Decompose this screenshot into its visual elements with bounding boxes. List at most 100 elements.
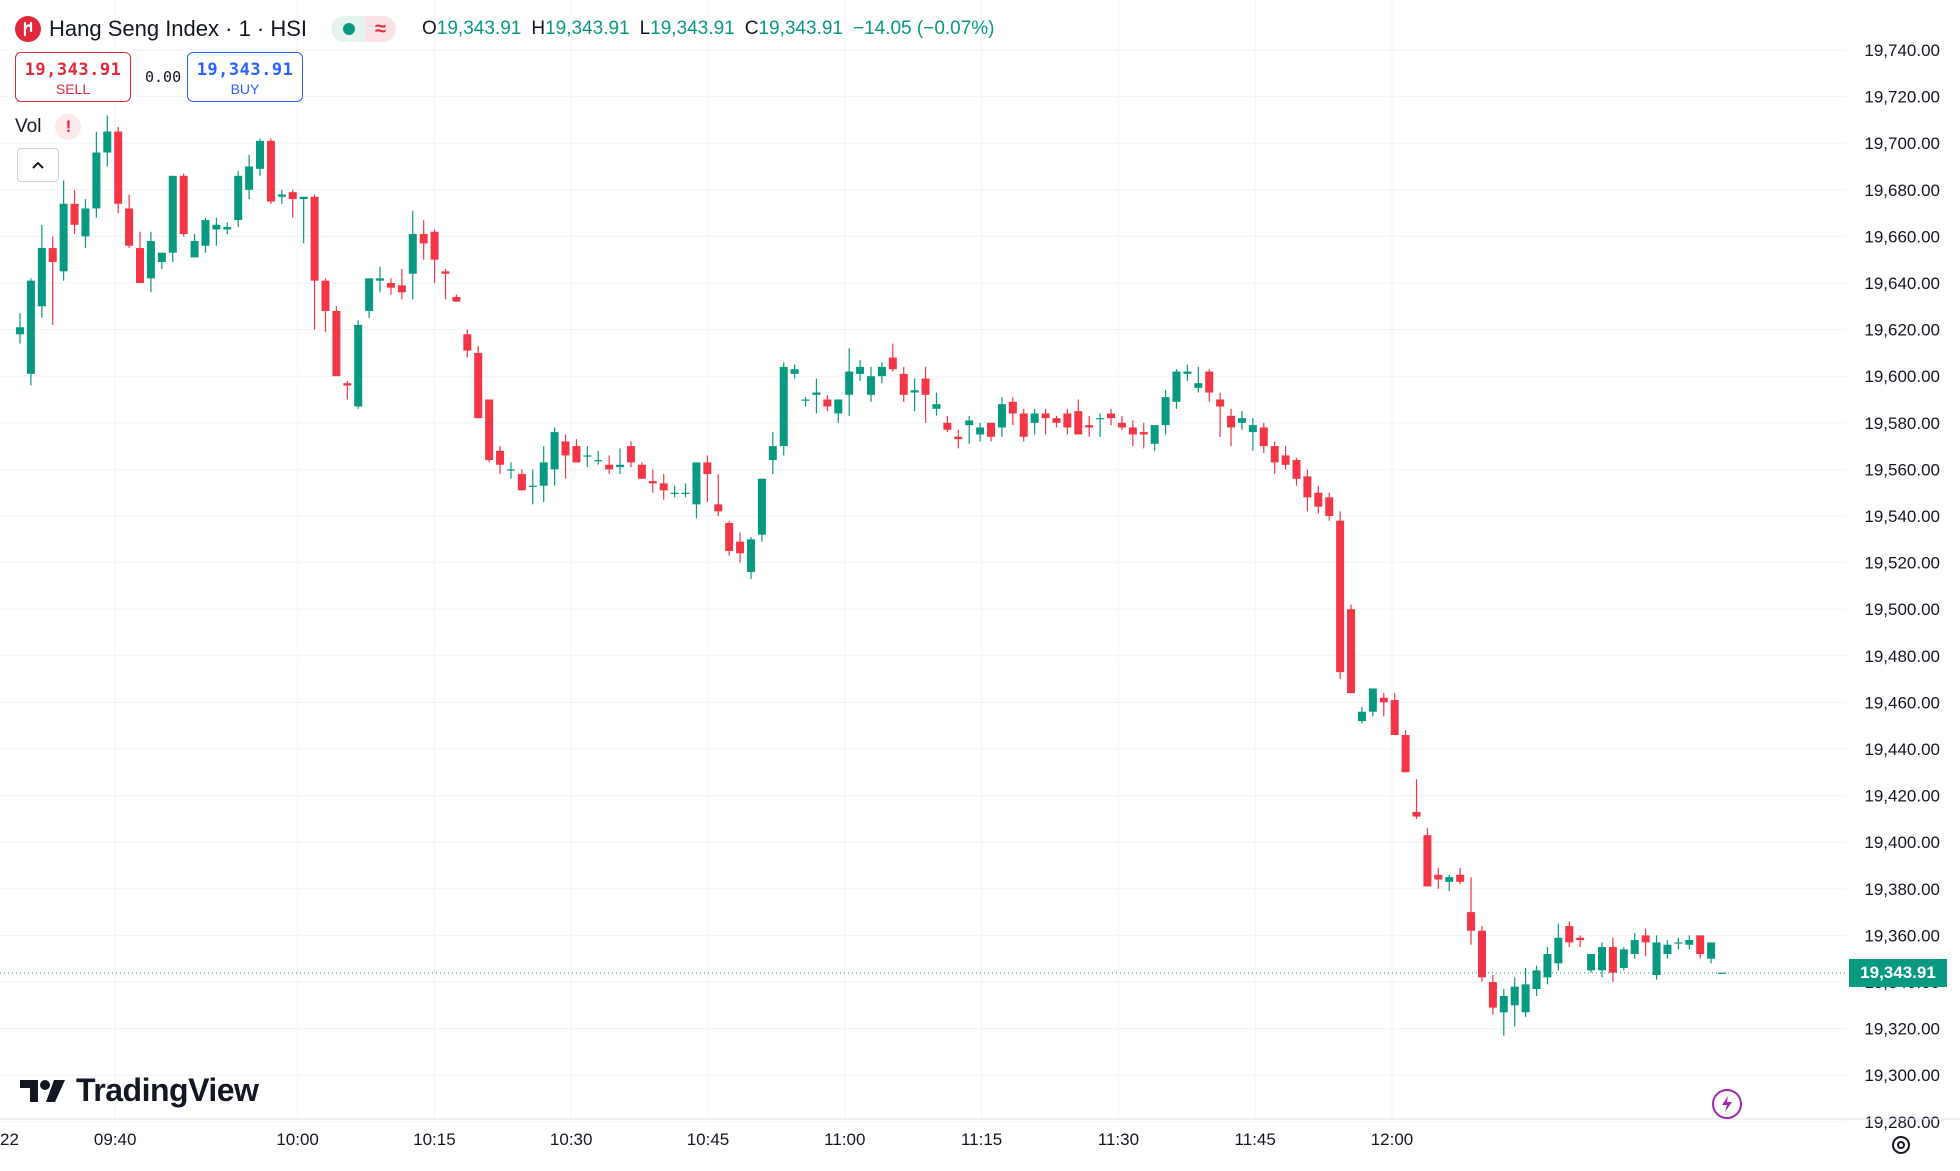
volume-label: Vol	[15, 116, 42, 137]
candle-body	[1565, 926, 1574, 943]
candle	[1270, 441, 1279, 475]
price-tick-label: 19,640.00	[1864, 274, 1940, 293]
buy-button[interactable]: 19,343.91 BUY	[187, 52, 303, 102]
candle-body	[321, 280, 330, 311]
candle-body	[528, 485, 537, 487]
candle-body	[605, 464, 614, 470]
candle	[539, 446, 548, 503]
time-tick-label: 11:45	[1235, 1130, 1276, 1149]
candle	[190, 234, 199, 258]
candle-body	[1576, 937, 1585, 941]
candle	[1597, 942, 1606, 978]
candle	[1314, 485, 1323, 514]
candle	[103, 115, 112, 167]
candle-body	[1718, 972, 1726, 974]
buy-label: BUY	[230, 81, 260, 97]
spread-value: 0.00	[145, 68, 182, 86]
candle-body	[1336, 520, 1345, 673]
candle-body	[1445, 877, 1454, 882]
sell-label: SELL	[55, 81, 91, 97]
candle	[768, 432, 777, 475]
candle	[1685, 935, 1694, 950]
candle	[1030, 408, 1039, 435]
candle	[1576, 935, 1585, 948]
candle	[877, 362, 886, 384]
price-tick-label: 19,500.00	[1864, 600, 1940, 619]
candle-body	[997, 404, 1006, 428]
candle	[223, 222, 232, 235]
candle-body	[376, 278, 385, 281]
candle-body	[757, 478, 766, 535]
candle	[408, 210, 417, 300]
candle-body	[430, 231, 439, 260]
candle	[1401, 730, 1410, 773]
sell-button[interactable]: 19,343.91 SELL	[15, 52, 131, 102]
price-axis[interactable]: 19,280.0019,300.0019,320.0019,340.0019,3…	[1864, 41, 1940, 1132]
candle	[1150, 425, 1159, 451]
symbol-title[interactable]: Hang Seng Index · 1 · HSI	[49, 16, 308, 41]
grid-lines	[0, 0, 1846, 1123]
candle-body	[1368, 688, 1377, 712]
market-status[interactable]: ≈	[331, 16, 397, 42]
candle-body	[1467, 912, 1476, 931]
candle	[605, 455, 614, 475]
candle-body	[943, 422, 952, 430]
collapse-legend-button[interactable]	[17, 148, 59, 182]
candle-body	[114, 131, 123, 204]
chart-settings-button[interactable]	[1888, 1132, 1914, 1158]
candle-body	[1652, 942, 1661, 976]
time-tick-label: 10:00	[276, 1130, 319, 1149]
candle-body	[397, 285, 406, 293]
volume-indicator[interactable]: Vol !	[15, 114, 82, 140]
candle	[1477, 926, 1486, 982]
time-tick-label: 10:15	[413, 1130, 456, 1149]
candle	[506, 462, 515, 479]
candle	[681, 483, 690, 498]
candle-body	[867, 376, 875, 395]
current-price-label: 19,343.91	[1849, 958, 1947, 987]
candle-body	[1499, 995, 1508, 1013]
chart-legend: Hang Seng Index · 1 · HSI ≈ O19,343.91 H…	[15, 14, 995, 44]
candle	[245, 154, 254, 200]
candle-body	[845, 371, 854, 395]
warning-icon[interactable]: !	[55, 114, 82, 140]
candle-body	[1248, 425, 1257, 433]
candle	[659, 474, 668, 500]
candle-body	[81, 208, 90, 237]
candle-body	[365, 278, 374, 311]
candle-body	[452, 296, 461, 302]
candle-body	[1052, 418, 1061, 423]
price-tick-label: 19,400.00	[1864, 833, 1940, 852]
candle	[277, 189, 286, 204]
alert-button[interactable]	[1712, 1089, 1742, 1119]
candle-body	[1412, 811, 1421, 817]
candle	[310, 194, 319, 330]
candle	[386, 278, 395, 295]
candle-body	[823, 399, 832, 407]
candle	[114, 126, 123, 214]
candle	[1052, 415, 1061, 428]
candle-body	[1292, 460, 1301, 479]
candle	[146, 231, 155, 293]
candle-body	[746, 539, 755, 572]
tradingview-logo[interactable]: TradingView	[20, 1072, 259, 1109]
candle	[1412, 779, 1421, 819]
candle	[430, 229, 439, 283]
candle-body	[692, 462, 701, 505]
candle-body	[1641, 935, 1650, 943]
candle	[1085, 415, 1094, 437]
candle-body	[59, 203, 68, 272]
candle-body	[1314, 492, 1323, 507]
time-axis[interactable]: 22 09:40 10:00 10:15 10:30 10:45 11:00 11:15 11:…	[0, 1118, 1960, 1149]
candle-body	[834, 399, 843, 414]
candle	[528, 469, 537, 505]
candle	[1630, 933, 1639, 959]
candle-body	[1488, 982, 1497, 1008]
candle-body	[1270, 446, 1279, 463]
delayed-data-icon[interactable]: ≈	[365, 16, 397, 42]
candle	[1303, 469, 1312, 512]
candle	[1325, 492, 1334, 521]
candle-body	[910, 390, 919, 393]
candle-body	[1041, 413, 1050, 419]
